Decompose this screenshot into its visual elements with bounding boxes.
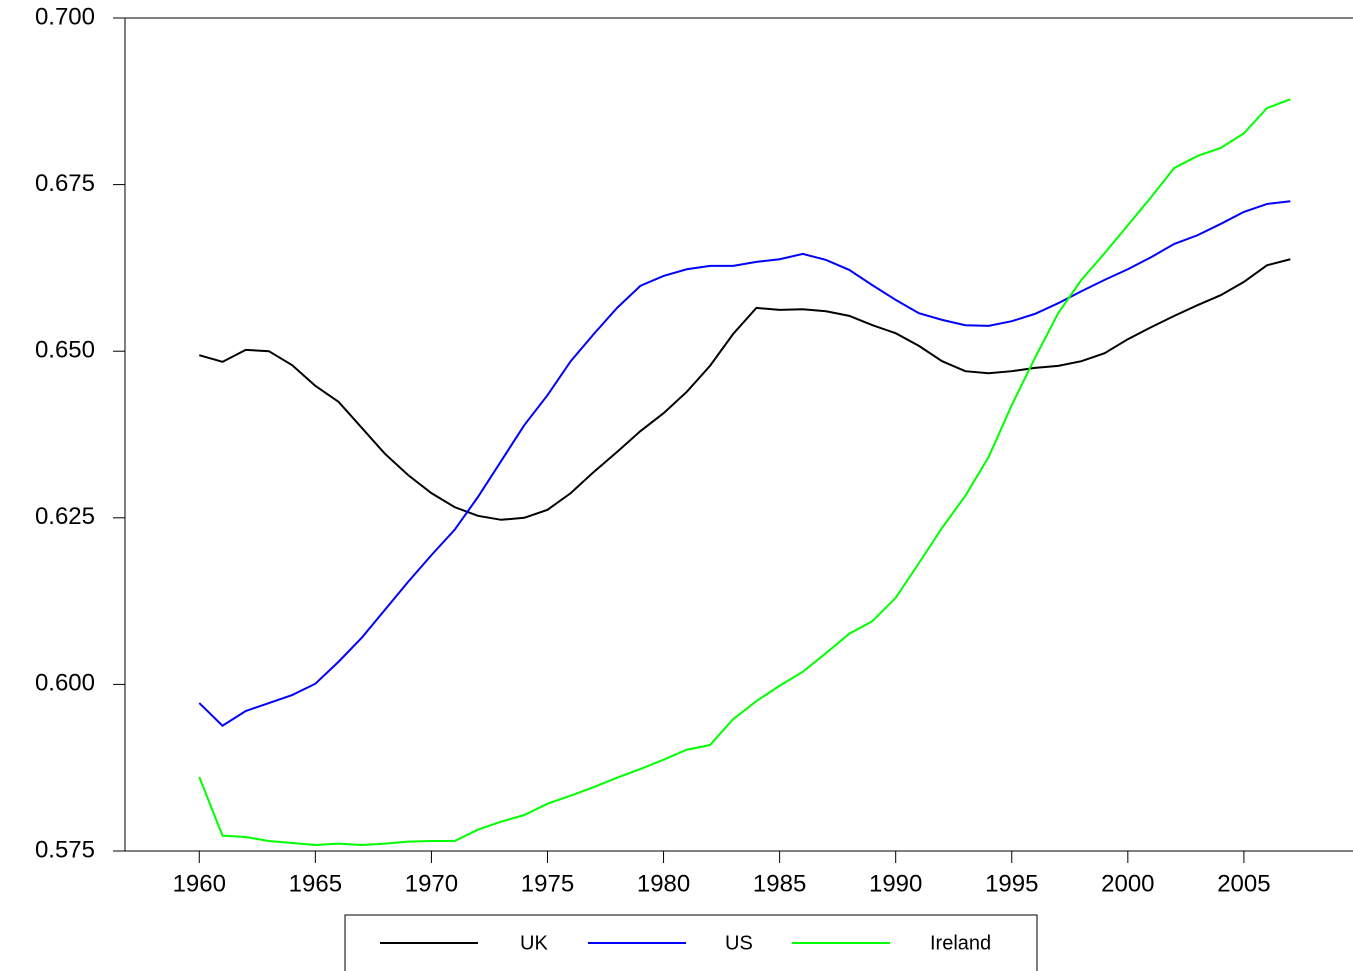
- y-tick-label: 0.700: [35, 3, 95, 30]
- x-tick-label: 2005: [1217, 870, 1270, 897]
- y-tick-label: 0.600: [35, 670, 95, 697]
- y-tick-label: 0.575: [35, 836, 95, 863]
- series-line: [198, 200, 1291, 727]
- x-tick-label: 1975: [521, 870, 574, 897]
- y-tick-label: 0.675: [35, 170, 95, 197]
- legend-label: Ireland: [930, 932, 991, 954]
- x-tick-label: 1970: [405, 870, 458, 897]
- legend-label: UK: [520, 932, 548, 954]
- x-tick-label: 1965: [289, 870, 342, 897]
- x-tick-label: 1980: [637, 870, 690, 897]
- x-tick-label: 1985: [753, 870, 806, 897]
- series-line: [198, 98, 1291, 847]
- x-tick-label: 1995: [985, 870, 1038, 897]
- legend-label: US: [725, 932, 753, 954]
- x-tick-label: 1990: [869, 870, 922, 897]
- series-line: [199, 258, 1291, 521]
- y-tick-label: 0.625: [35, 503, 95, 530]
- x-tick-label: 2000: [1101, 870, 1154, 897]
- x-tick-label: 1960: [173, 870, 226, 897]
- y-tick-label: 0.650: [35, 337, 95, 364]
